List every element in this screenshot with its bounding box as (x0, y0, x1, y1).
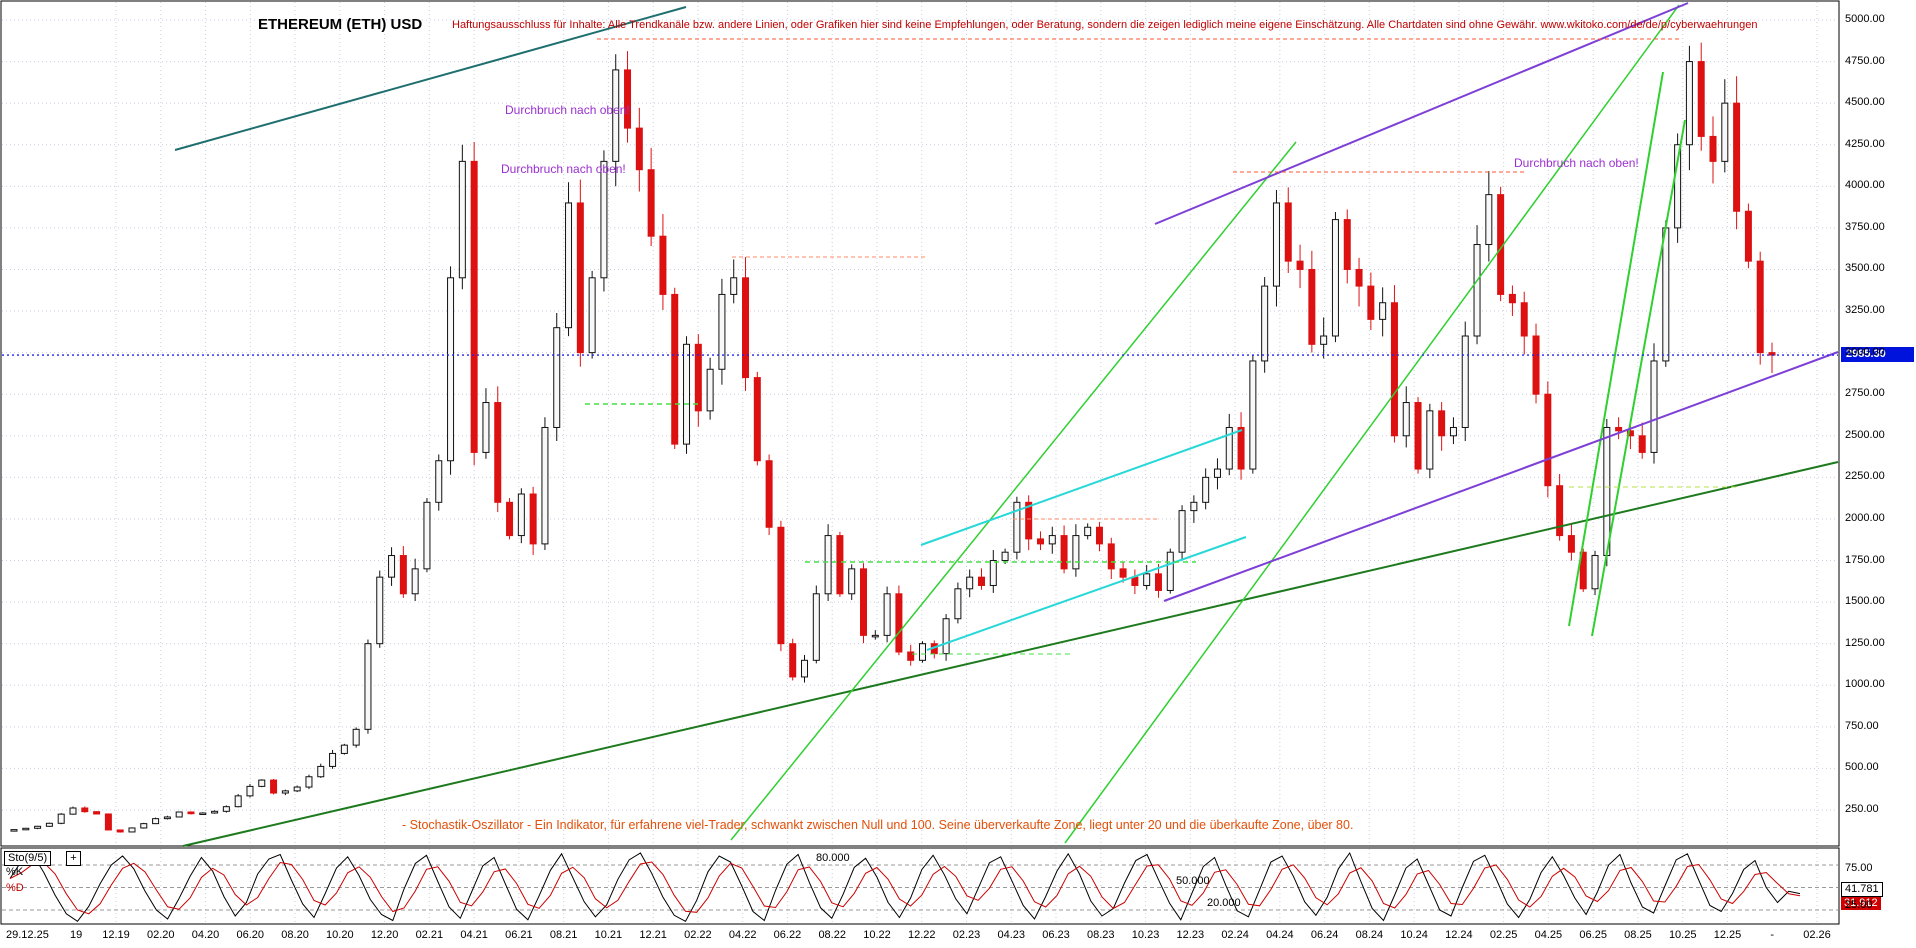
oscillator-axis-label: 25.00 (1845, 899, 1873, 912)
time-axis-label: 02.22 (684, 929, 712, 941)
indicator-label: Sto(9/5) (4, 851, 52, 866)
time-axis-label: 04.20 (191, 929, 220, 941)
time-axis-label: 08.24 (1355, 929, 1384, 941)
price-axis-label: 2000.00 (1845, 511, 1885, 524)
time-axis-label: 04.23 (997, 929, 1026, 941)
price-axis-label: 2500.00 (1845, 428, 1885, 441)
breakout-annotation: Durchbruch nach oben! (1514, 156, 1639, 170)
current-price-badge: 2985.30 (1841, 347, 1914, 362)
time-axis-label: 12.19 (102, 929, 130, 941)
time-axis-label: 02.24 (1221, 929, 1249, 941)
price-axis-label: 1250.00 (1845, 636, 1885, 649)
time-axis-label: 08.23 (1087, 929, 1115, 941)
time-axis-label: 12.23 (1176, 929, 1205, 941)
time-axis-label: 06.24 (1310, 929, 1339, 941)
price-axis-label: 3750.00 (1845, 220, 1885, 233)
time-axis-label: 04.25 (1534, 929, 1563, 941)
time-axis-label: 08.25 (1624, 929, 1652, 941)
price-axis-label: 250.00 (1845, 803, 1879, 815)
price-axis-label: 4000.00 (1845, 179, 1885, 192)
oscillator-level-label: 20.000 (1207, 897, 1241, 909)
price-axis-label: 3000.00 (1845, 345, 1885, 358)
indicator-name: Sto(9/5) (8, 852, 48, 864)
stochastic-description: - Stochastik-Oszillator - Ein Indikator,… (402, 818, 1354, 832)
time-axis-label: 06.23 (1042, 929, 1070, 941)
price-axis-label: 500.00 (1845, 761, 1879, 774)
time-axis-label: 06.25 (1579, 929, 1607, 941)
time-axis-label: 02.20 (146, 929, 175, 941)
time-axis-label: 04.21 (460, 929, 488, 941)
time-axis-label: 08.21 (549, 929, 578, 941)
time-axis-label: 08.20 (281, 929, 309, 941)
oscillator-axis-label: 75.00 (1845, 861, 1873, 874)
time-axis-label: 12.24 (1445, 929, 1473, 941)
time-axis-label: 10.25 (1668, 929, 1697, 941)
stochastic-k-value: 41.781 (1841, 882, 1883, 897)
time-axis-label: 06.22 (773, 929, 802, 941)
time-axis-label: 06.20 (236, 929, 265, 941)
time-axis-label: - (1770, 929, 1775, 941)
time-axis-label: 02.21 (415, 929, 444, 941)
price-axis-label: 1750.00 (1845, 553, 1885, 566)
disclaimer-text: Haftungsausschluss für Inhalte: Alle Tre… (452, 19, 1758, 31)
time-axis-label: 02.26 (1803, 929, 1831, 941)
time-axis-label: 10.23 (1131, 929, 1160, 941)
time-axis-label: 04.22 (728, 929, 757, 941)
price-axis-label: 4250.00 (1845, 137, 1885, 150)
price-axis-label: 1500.00 (1845, 595, 1885, 608)
time-axis-label: 04.24 (1266, 929, 1294, 941)
breakout-annotation: Durchbruch nach oben! (501, 162, 626, 176)
time-axis-label: 12.22 (907, 929, 936, 941)
price-axis-label: 2750.00 (1845, 387, 1885, 400)
oscillator-level-label: 80.000 (816, 852, 850, 864)
time-axis-label: 10.20 (326, 929, 354, 941)
price-axis-label: 3250.00 (1845, 304, 1885, 317)
price-axis-label: 5000.00 (1845, 13, 1885, 25)
price-axis-label: 3500.00 (1845, 262, 1885, 275)
add-indicator-button[interactable]: + (66, 851, 81, 866)
percent-d-label: %D (6, 882, 24, 894)
oscillator-level-label: 50.000 (1176, 874, 1210, 887)
time-axis-label: 08.22 (818, 929, 846, 941)
stochastic-d-value: 31.912 (1841, 897, 1881, 910)
time-axis-label: 06.21 (505, 929, 533, 941)
price-axis-label: 750.00 (1845, 719, 1879, 732)
time-axis-label: 12.20 (370, 929, 399, 941)
time-axis-label: 19 (70, 929, 83, 941)
time-axis-label: 29.12.25 (6, 929, 49, 941)
time-axis-label: 10.22 (863, 929, 891, 941)
percent-k-label: %K (6, 866, 24, 878)
price-axis-label: 4750.00 (1845, 54, 1885, 67)
time-axis-label: 02.25 (1489, 929, 1518, 941)
time-axis-label: 02.23 (952, 929, 981, 941)
price-axis-label: 2250.00 (1845, 470, 1885, 483)
breakout-annotation: Durchbruch nach oben! (505, 103, 630, 117)
time-axis-label: 10.24 (1400, 929, 1428, 941)
price-axis-label: 1000.00 (1845, 678, 1885, 691)
price-axis-label: 4500.00 (1845, 96, 1885, 109)
time-axis-label: 12.25 (1713, 929, 1742, 941)
time-axis-label: 12.21 (639, 929, 667, 941)
time-axis-label: 10.21 (594, 929, 623, 941)
chart-title: ETHEREUM (ETH) USD (258, 16, 423, 33)
